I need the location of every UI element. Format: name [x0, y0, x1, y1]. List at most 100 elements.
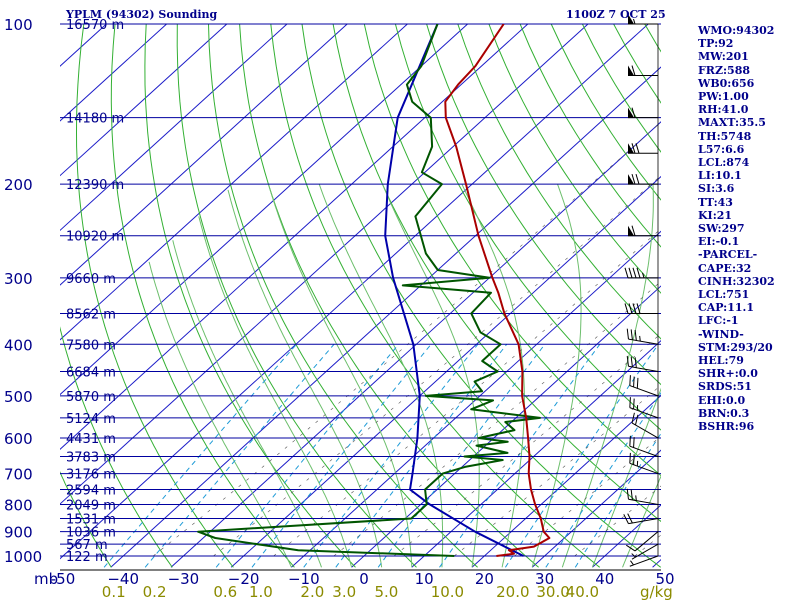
- stat-item: MAXT:35.5: [698, 116, 766, 130]
- height-label: 5870 m: [66, 390, 116, 405]
- stat-item: WMO:94302: [698, 24, 775, 37]
- stat-item: STM:293/20: [698, 340, 773, 354]
- stat-item: SHR+:0.0: [698, 367, 758, 381]
- stat-item: LCL:874: [698, 156, 750, 170]
- wind-barb: [629, 452, 659, 475]
- moist-adiabat-line: [318, 183, 444, 568]
- wind-barb: [628, 225, 658, 237]
- mixing-ratio-tick-label: 40.0: [566, 583, 599, 600]
- temperature-trace: [444, 24, 551, 557]
- mixing-ratio-line: [545, 392, 661, 568]
- isotherm-line: [230, 175, 661, 568]
- mixing-ratio-line: [504, 344, 659, 568]
- height-label: 5124 m: [66, 412, 116, 427]
- guide-line: [273, 228, 661, 557]
- mixing-ratio-line: [103, 343, 297, 568]
- mixing-ratio-tick-label: 1.0: [249, 583, 273, 600]
- pressure-label: 800: [4, 496, 33, 514]
- height-label: 567 m: [66, 538, 108, 553]
- stat-item: TT:43: [698, 195, 733, 209]
- isotherm-line: [60, 24, 348, 286]
- moist-adiabat-line: [561, 184, 654, 568]
- dry-adiabat-line: [783, 0, 800, 567]
- stat-item: -PARCEL-: [698, 248, 758, 262]
- mixing-ratio-tick-label: 0.6: [213, 583, 237, 600]
- wind-barb: [626, 531, 659, 552]
- mixing-ratio-line: [303, 343, 479, 568]
- mixing-ratio-line: [215, 343, 399, 568]
- dry-adiabat-line: [239, 24, 539, 568]
- mixing-ratio-tick-label: 20.0: [496, 583, 529, 600]
- stat-item: L57:6.6: [698, 142, 745, 156]
- stat-item: SI:3.6: [698, 182, 735, 196]
- stat-item: BSHR:96: [698, 420, 755, 434]
- wind-barb: [629, 397, 659, 419]
- pressure-label: 100: [4, 16, 33, 34]
- moist-adiabat-line: [622, 474, 661, 568]
- stat-item: EI:-0.1: [698, 235, 740, 249]
- pressure-label: 300: [4, 270, 33, 288]
- moist-adiabat-line: [227, 189, 383, 568]
- wind-barbs: [623, 14, 659, 567]
- stat-item: SW:297: [698, 222, 745, 236]
- wind-barb: [628, 65, 658, 77]
- stat-item: TP:92: [698, 37, 734, 51]
- mixing-ratio-tick-label: 5.0: [374, 583, 398, 600]
- wind-barb: [629, 555, 659, 567]
- height-label: 1036 m: [66, 526, 116, 541]
- pressure-label: 700: [4, 466, 33, 484]
- stat-item: SRDS:51: [698, 380, 752, 394]
- wind-barb: [626, 488, 659, 505]
- height-label: 8562 m: [66, 307, 116, 322]
- stat-item: FRZ:588: [698, 63, 751, 77]
- isotherm-line: [411, 340, 661, 568]
- stat-item: LI:10.1: [698, 169, 742, 183]
- isotherm-line: [471, 394, 661, 568]
- moist-adiabat-line: [267, 183, 413, 568]
- dry-adiabat-line: [60, 471, 112, 568]
- moist-adiabat-line: [382, 183, 480, 568]
- height-label: 16570 m: [66, 18, 124, 33]
- moist-adiabat-line: [172, 240, 322, 568]
- dry-adiabat-line: [110, 24, 295, 568]
- wind-barb: [628, 14, 658, 25]
- temperature-tick-label: 10: [415, 570, 434, 588]
- mixing-ratio-line: [144, 343, 335, 568]
- isobars: [60, 23, 661, 557]
- stat-item: PW:1.00: [698, 90, 749, 104]
- pressure-label: 900: [4, 524, 33, 542]
- height-label: 122 m: [66, 550, 108, 565]
- wind-barb: [631, 412, 659, 439]
- stat-item: CINH:32302: [698, 274, 775, 288]
- wind-barb: [628, 107, 658, 119]
- temperature-tick-label: -50: [51, 570, 76, 588]
- guide-line: [153, 121, 661, 557]
- guide-line: [393, 333, 661, 557]
- moist-adiabat-line: [198, 216, 353, 568]
- temperature-tick-label: 40: [595, 570, 614, 588]
- temperature-tick-label: 0: [359, 570, 369, 588]
- stat-item: CAPE:32: [698, 261, 752, 275]
- isotherm-line: [60, 24, 228, 177]
- sounding-indices-list: WMO:94302 TP:92 MW:201 FRZ:588 WB0:656 PW:1.0…: [698, 24, 775, 433]
- stat-item: KI:21: [698, 208, 733, 222]
- mixing-ratio-unit-label: g/kg: [640, 583, 673, 600]
- wind-barb: [631, 543, 659, 560]
- dewpoint-trace: [197, 24, 541, 557]
- height-label: 10920 m: [66, 230, 124, 245]
- wind-barb: [623, 513, 659, 525]
- height-label: 4431 m: [66, 432, 116, 447]
- isotherm-line: [170, 121, 661, 568]
- stat-item: EHI:0.0: [698, 393, 746, 407]
- guide-line: [333, 280, 661, 557]
- mixing-ratio-tick-label: 30.0: [536, 583, 569, 600]
- pressure-label: 600: [4, 430, 33, 448]
- wind-barb: [626, 328, 659, 345]
- chart-datetime: 1100Z 7 OCT 25: [566, 8, 666, 21]
- wind-barb: [624, 303, 658, 314]
- wind-barb: [629, 435, 659, 457]
- guide-line: [454, 384, 661, 557]
- mixing-ratio-tick-label: 0.2: [143, 583, 167, 600]
- guide-line: [213, 175, 661, 557]
- mixing-ratio-line: [377, 343, 546, 568]
